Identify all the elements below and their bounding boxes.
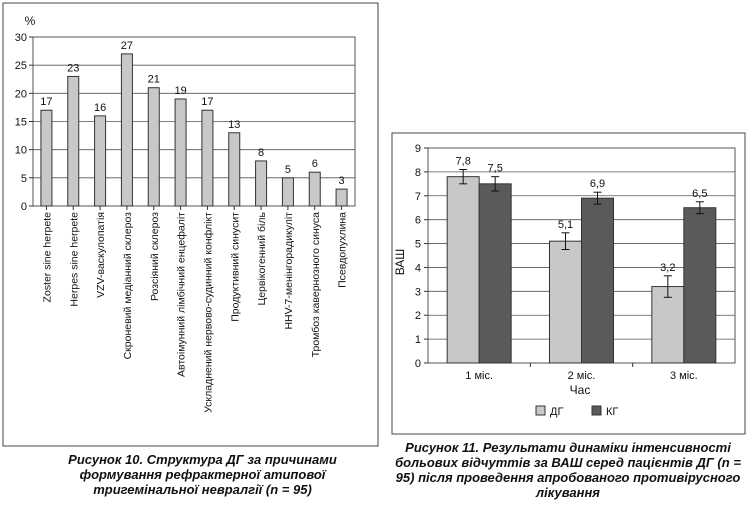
figure-10-bar: [308, 171, 321, 207]
figure-10-y-tick-label: 20: [15, 88, 27, 100]
figure-10-category-label: Ускладнений нервово-судинний конфлікт: [202, 212, 214, 413]
figure-10-category-label: VZV-васкулопатія: [95, 212, 107, 298]
figure-10-data-label: 13: [228, 119, 240, 131]
figure-10-y-tick-label: 10: [15, 145, 27, 157]
figure-10-y-axis-label: %: [25, 14, 36, 28]
figure-10-caption: Рисунок 10. Структура ДГ за причинами фо…: [68, 452, 337, 497]
figure-10-frame: [2, 2, 379, 447]
figure-10-data-label: 6: [312, 158, 318, 170]
figure-10-bar: [94, 115, 107, 207]
figure-10-y-tick-label: 25: [15, 60, 27, 72]
figure-10-category-label: Zoster sine herpete: [41, 212, 53, 303]
figure-10-bar: [120, 53, 133, 207]
figure-10-category-label: Розсіяний склероз: [149, 212, 161, 301]
figure-10-bar: [281, 177, 294, 207]
figure-10-data-label: 5: [285, 164, 291, 176]
figure-10-category-label: Цервікогенний біль: [256, 211, 268, 305]
figure-10-y-tick-label: 0: [21, 201, 27, 213]
figure-10-bar: [174, 98, 187, 207]
figure-10-data-label: 3: [339, 175, 345, 187]
figure-10-bar: [228, 132, 241, 207]
figure-10-data-label: 19: [174, 85, 186, 97]
figure-10-y-tick-label: 15: [15, 117, 27, 129]
figure-10-data-label: 17: [201, 96, 213, 108]
figure-10-bar: [255, 160, 268, 207]
figure-10-bar: [147, 87, 160, 207]
figure-10-bar: [335, 188, 348, 207]
figure-10-y-tick-label: 30: [15, 32, 27, 44]
figure-10-data-label: 17: [40, 96, 52, 108]
figure-10-category-label: Псевдопухлина: [337, 212, 349, 288]
figure-10-data-label: 16: [94, 102, 106, 114]
figure-10-data-label: 21: [148, 74, 160, 86]
figure-10-category-label: HHV-7-менінгорадикуліт: [283, 212, 295, 330]
figure-10-data-label: 27: [121, 40, 133, 52]
figure-10-category-label: Продуктивний синусит: [229, 212, 241, 322]
figure-11-caption: Рисунок 11. Результати динаміки інтенсив…: [395, 440, 741, 500]
figure-10-data-label: 23: [67, 62, 79, 74]
figure-10-category-label: Автоімунний лімбічний енцефаліт: [176, 212, 188, 377]
figure-10-category-label: Тромбоз кавернозного синуса: [310, 212, 322, 357]
figure-10-bar: [40, 109, 53, 207]
figure-10-category-label: Скроневий медіанний склероз: [122, 212, 134, 360]
figure-10-data-label: 8: [258, 147, 264, 159]
figure-10-category-label: Herpes sine herpete: [68, 212, 80, 307]
figure-10-y-tick-label: 5: [21, 173, 27, 185]
figure-10-bar: [201, 109, 214, 207]
figure-10-bar: [67, 75, 80, 207]
